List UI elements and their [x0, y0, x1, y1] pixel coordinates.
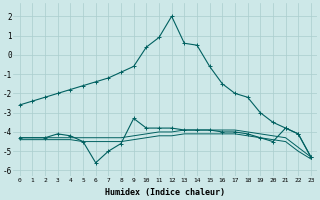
X-axis label: Humidex (Indice chaleur): Humidex (Indice chaleur)	[105, 188, 225, 197]
